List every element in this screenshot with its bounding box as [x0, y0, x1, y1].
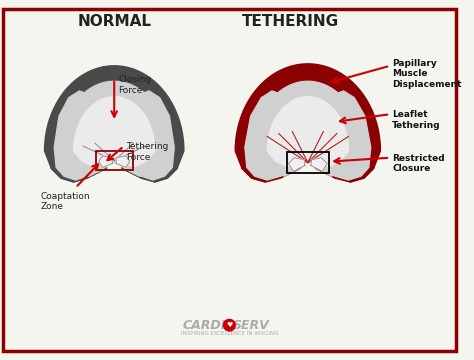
Polygon shape	[254, 81, 362, 176]
Polygon shape	[54, 91, 102, 180]
Polygon shape	[289, 158, 305, 171]
Text: Papillary
Muscle
Displacement: Papillary Muscle Displacement	[392, 59, 462, 89]
Polygon shape	[60, 81, 168, 176]
Polygon shape	[316, 88, 377, 182]
Text: SERV: SERV	[233, 319, 270, 332]
Polygon shape	[126, 91, 174, 180]
Polygon shape	[235, 64, 381, 182]
Text: Closing
Force: Closing Force	[118, 76, 151, 95]
Circle shape	[224, 319, 235, 331]
Polygon shape	[45, 66, 184, 182]
Polygon shape	[48, 88, 107, 182]
Polygon shape	[319, 91, 371, 180]
Text: Coaptation
Zone: Coaptation Zone	[41, 192, 90, 211]
Text: CARDI: CARDI	[182, 319, 226, 332]
Text: Restricted
Closure: Restricted Closure	[392, 154, 445, 173]
Text: TETHERING: TETHERING	[242, 14, 339, 28]
Text: NORMAL: NORMAL	[77, 14, 151, 28]
Polygon shape	[73, 97, 155, 166]
Text: Leaflet
Tethering: Leaflet Tethering	[392, 110, 441, 130]
Polygon shape	[116, 156, 130, 167]
Polygon shape	[311, 158, 327, 171]
Bar	[96, 151, 133, 170]
Text: INSPIRING EXCELLENCE IN IMAGING: INSPIRING EXCELLENCE IN IMAGING	[181, 332, 278, 336]
Polygon shape	[245, 91, 296, 180]
Text: ♥: ♥	[226, 322, 233, 328]
Bar	[286, 152, 329, 173]
Polygon shape	[122, 88, 180, 182]
Polygon shape	[238, 88, 300, 182]
Text: Tethering
Force: Tethering Force	[126, 142, 168, 162]
Polygon shape	[99, 156, 112, 167]
Polygon shape	[267, 97, 348, 166]
